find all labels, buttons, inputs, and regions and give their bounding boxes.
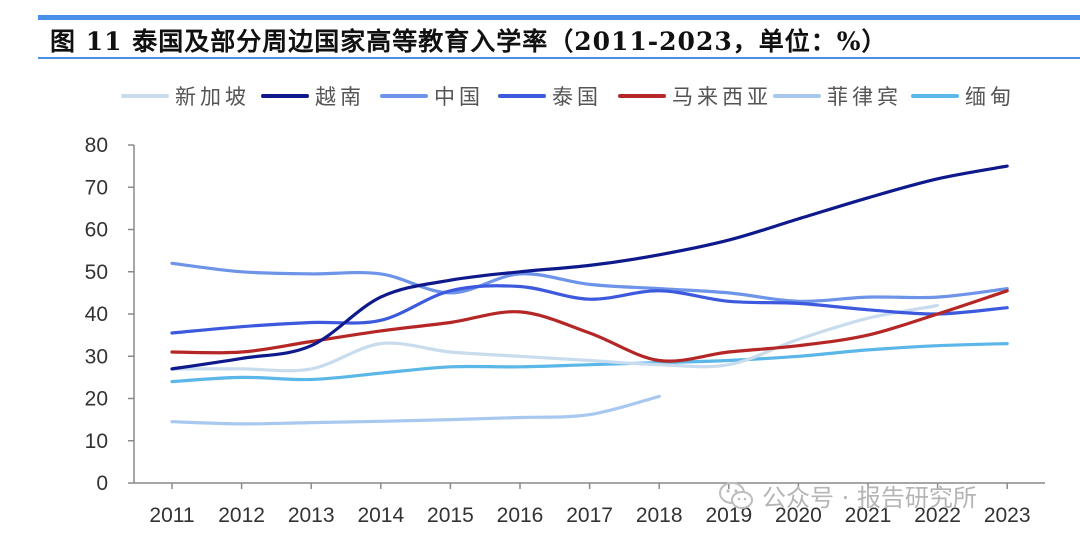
x-tick-label: 2011 — [149, 504, 194, 527]
y-tick-label: 10 — [85, 430, 108, 453]
series-line-6 — [170, 342, 1009, 384]
x-tick-label: 2015 — [427, 504, 474, 527]
chart-legend: 新加坡 越南 中国 泰国 马来西亚 菲律宾 缅甸 — [121, 85, 1015, 109]
x-tick-label: 2018 — [636, 504, 683, 527]
x-tick-label: 2013 — [288, 504, 335, 527]
legend-label-3: 泰国 — [552, 85, 602, 109]
wechat-icon — [719, 481, 753, 509]
x-tick-label: 2020 — [775, 504, 822, 527]
x-tick-label: 2023 — [984, 504, 1031, 527]
y-tick-label: 50 — [85, 261, 108, 284]
header-bottom-rule — [38, 57, 1080, 59]
y-tick-label: 60 — [85, 219, 108, 242]
x-tick-label: 2021 — [845, 504, 892, 527]
x-tick-label: 2022 — [914, 504, 961, 527]
y-tick-label: 40 — [85, 303, 108, 326]
chart-series — [170, 164, 1009, 426]
x-tick-label: 2014 — [357, 504, 404, 527]
y-tick-label: 30 — [85, 345, 108, 368]
series-line-5 — [170, 394, 661, 426]
legend-label-0: 新加坡 — [175, 85, 250, 109]
chart-axes: 0 10 20 30 40 50 60 70 80 2011 2012 2013 2014 2015 201… — [85, 134, 1045, 527]
series-line-2 — [170, 261, 1009, 303]
legend-label-5: 菲律宾 — [827, 85, 902, 109]
series-line-4 — [170, 289, 1009, 363]
legend-label-2: 中国 — [434, 85, 484, 109]
series-line-1 — [170, 164, 1009, 371]
legend-label-6: 缅甸 — [965, 85, 1015, 109]
y-tick-label: 0 — [96, 472, 108, 495]
y-tick-label: 70 — [85, 176, 108, 199]
watermark-text: 公众号 · 报告研究所 — [762, 484, 977, 512]
x-tick-label: 2012 — [218, 504, 265, 527]
y-tick-label: 80 — [85, 134, 108, 157]
y-tick-label: 20 — [85, 388, 108, 411]
watermark: 公众号 · 报告研究所 — [718, 478, 977, 513]
legend-label-1: 越南 — [315, 85, 365, 109]
x-tick-label: 2017 — [566, 504, 613, 527]
chart-title: 图 11 泰国及部分周边国家高等教育入学率（2011-2023，单位：%） — [50, 27, 888, 56]
x-tick-label: 2019 — [705, 504, 752, 527]
series-line-3 — [170, 284, 1009, 335]
legend-label-4: 马来西亚 — [672, 85, 772, 109]
header-top-rule — [38, 15, 1080, 20]
series-line-0 — [170, 303, 940, 373]
x-tick-label: 2016 — [497, 504, 544, 527]
